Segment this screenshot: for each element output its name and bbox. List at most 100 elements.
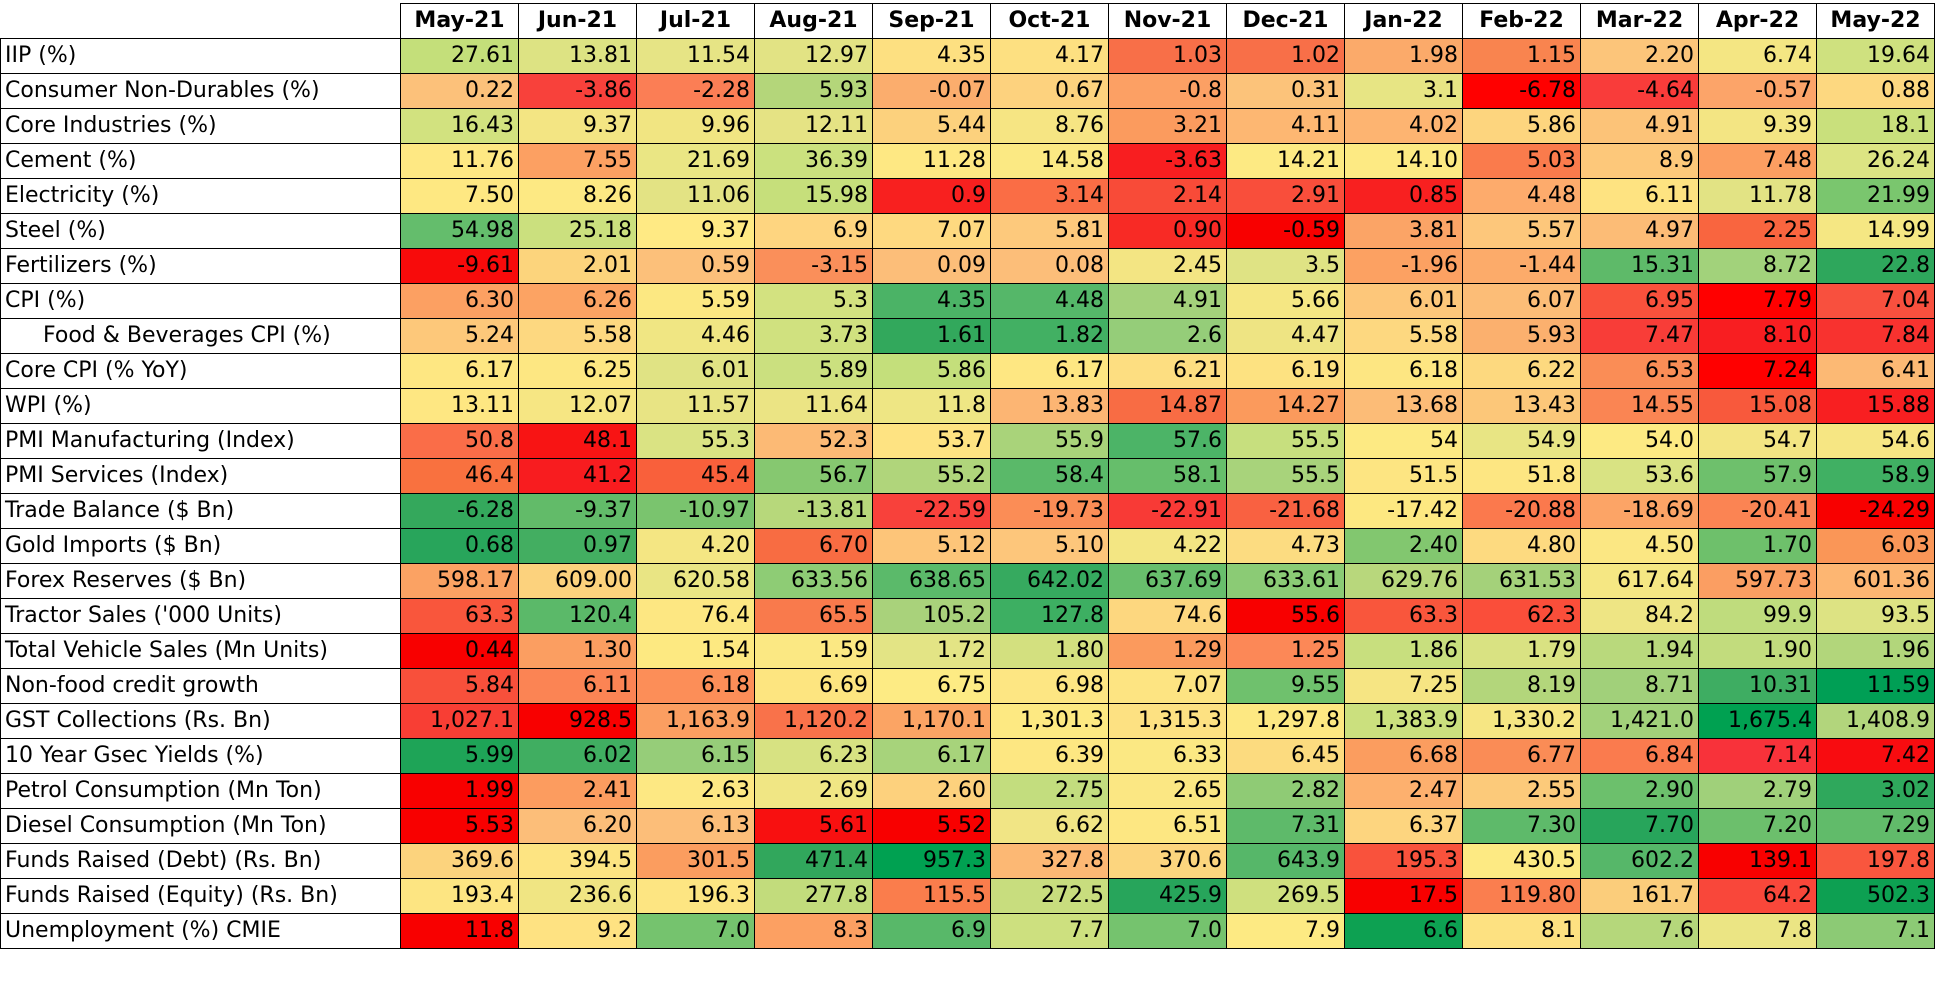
value-cell: 1.96 <box>1816 633 1935 669</box>
value-cell: 1.02 <box>1226 38 1345 74</box>
value-cell: 1.70 <box>1698 528 1817 564</box>
column-header-jul-21: Jul-21 <box>636 3 755 39</box>
value-cell: 11.78 <box>1698 178 1817 214</box>
value-cell: 5.3 <box>754 283 873 319</box>
value-cell: 631.53 <box>1462 563 1581 599</box>
value-cell: 643.9 <box>1226 843 1345 879</box>
table-row: Tractor Sales ('000 Units) 63.3 120.4 76.4 6… <box>0 598 1935 634</box>
value-cell: 617.64 <box>1580 563 1699 599</box>
value-cell: 11.76 <box>400 143 519 179</box>
column-header-aug-21: Aug-21 <box>754 3 873 39</box>
value-cell: 6.13 <box>636 808 755 844</box>
value-cell: 4.47 <box>1226 318 1345 354</box>
value-cell: 6.62 <box>990 808 1109 844</box>
value-cell: -1.96 <box>1344 248 1463 284</box>
table-row: Non-food credit growth 5.84 6.11 6.18 6.69 6.… <box>0 668 1935 704</box>
row-label: Food & Beverages CPI (%) <box>0 318 401 354</box>
value-cell: 15.31 <box>1580 248 1699 284</box>
value-cell: 6.18 <box>1344 353 1463 389</box>
value-cell: 27.61 <box>400 38 519 74</box>
value-cell: 471.4 <box>754 843 873 879</box>
value-cell: 7.84 <box>1816 318 1935 354</box>
value-cell: 55.6 <box>1226 598 1345 634</box>
value-cell: -22.91 <box>1108 493 1227 529</box>
value-cell: 0.59 <box>636 248 755 284</box>
value-cell: 52.3 <box>754 423 873 459</box>
value-cell: 5.81 <box>990 213 1109 249</box>
value-cell: 7.47 <box>1580 318 1699 354</box>
value-cell: 3.1 <box>1344 73 1463 109</box>
value-cell: -3.15 <box>754 248 873 284</box>
value-cell: 1.79 <box>1462 633 1581 669</box>
value-cell: 9.2 <box>518 913 637 949</box>
value-cell: 196.3 <box>636 878 755 914</box>
value-cell: 430.5 <box>1462 843 1581 879</box>
row-label: IIP (%) <box>0 38 401 74</box>
value-cell: 4.80 <box>1462 528 1581 564</box>
value-cell: 7.1 <box>1816 913 1935 949</box>
value-cell: 0.08 <box>990 248 1109 284</box>
value-cell: 6.02 <box>518 738 637 774</box>
value-cell: 12.97 <box>754 38 873 74</box>
value-cell: 1,170.1 <box>872 703 991 739</box>
value-cell: 51.8 <box>1462 458 1581 494</box>
value-cell: 6.68 <box>1344 738 1463 774</box>
value-cell: 195.3 <box>1344 843 1463 879</box>
value-cell: 3.5 <box>1226 248 1345 284</box>
value-cell: 369.6 <box>400 843 519 879</box>
value-cell: 55.2 <box>872 458 991 494</box>
value-cell: 957.3 <box>872 843 991 879</box>
value-cell: 6.15 <box>636 738 755 774</box>
value-cell: 1.98 <box>1344 38 1463 74</box>
row-label: WPI (%) <box>0 388 401 424</box>
value-cell: 6.19 <box>1226 353 1345 389</box>
value-cell: 120.4 <box>518 598 637 634</box>
value-cell: 12.11 <box>754 108 873 144</box>
value-cell: 4.02 <box>1344 108 1463 144</box>
value-cell: 14.21 <box>1226 143 1345 179</box>
value-cell: 5.86 <box>872 353 991 389</box>
value-cell: 11.06 <box>636 178 755 214</box>
table-row: Diesel Consumption (Mn Ton) 5.53 6.20 6.13 5… <box>0 808 1935 844</box>
value-cell: 4.11 <box>1226 108 1345 144</box>
value-cell: 6.77 <box>1462 738 1581 774</box>
value-cell: 5.10 <box>990 528 1109 564</box>
value-cell: 15.08 <box>1698 388 1817 424</box>
value-cell: -0.07 <box>872 73 991 109</box>
value-cell: 0.22 <box>400 73 519 109</box>
value-cell: -19.73 <box>990 493 1109 529</box>
table-row: Cement (%) 11.76 7.55 21.69 36.39 11.28 14.58-… <box>0 143 1935 179</box>
value-cell: 4.73 <box>1226 528 1345 564</box>
value-cell: 5.57 <box>1462 213 1581 249</box>
value-cell: 63.3 <box>1344 598 1463 634</box>
value-cell: 11.59 <box>1816 668 1935 704</box>
value-cell: 502.3 <box>1816 878 1935 914</box>
table-row: WPI (%) 13.11 12.07 11.57 11.64 11.8 13.83 14.8… <box>0 388 1935 424</box>
value-cell: 2.63 <box>636 773 755 809</box>
row-label: CPI (%) <box>0 283 401 319</box>
row-label: Core Industries (%) <box>0 108 401 144</box>
value-cell: 8.3 <box>754 913 873 949</box>
value-cell: 9.96 <box>636 108 755 144</box>
value-cell: 1.86 <box>1344 633 1463 669</box>
value-cell: 1,297.8 <box>1226 703 1345 739</box>
row-label: Funds Raised (Equity) (Rs. Bn) <box>0 878 401 914</box>
value-cell: 6.17 <box>990 353 1109 389</box>
table-row: GST Collections (Rs. Bn) 1,027.1 928.5 1,16… <box>0 703 1935 739</box>
value-cell: 64.2 <box>1698 878 1817 914</box>
value-cell: 2.45 <box>1108 248 1227 284</box>
value-cell: -20.88 <box>1462 493 1581 529</box>
value-cell: 633.61 <box>1226 563 1345 599</box>
value-cell: 5.84 <box>400 668 519 704</box>
value-cell: 1.72 <box>872 633 991 669</box>
value-cell: 1,330.2 <box>1462 703 1581 739</box>
value-cell: 65.5 <box>754 598 873 634</box>
value-cell: 14.27 <box>1226 388 1345 424</box>
value-cell: 1.80 <box>990 633 1109 669</box>
value-cell: 3.21 <box>1108 108 1227 144</box>
value-cell: 5.58 <box>1344 318 1463 354</box>
value-cell: 2.40 <box>1344 528 1463 564</box>
value-cell: 1,383.9 <box>1344 703 1463 739</box>
value-cell: 2.69 <box>754 773 873 809</box>
table-row: Core CPI (% YoY) 6.17 6.25 6.01 5.89 5.86 6.17… <box>0 353 1935 389</box>
